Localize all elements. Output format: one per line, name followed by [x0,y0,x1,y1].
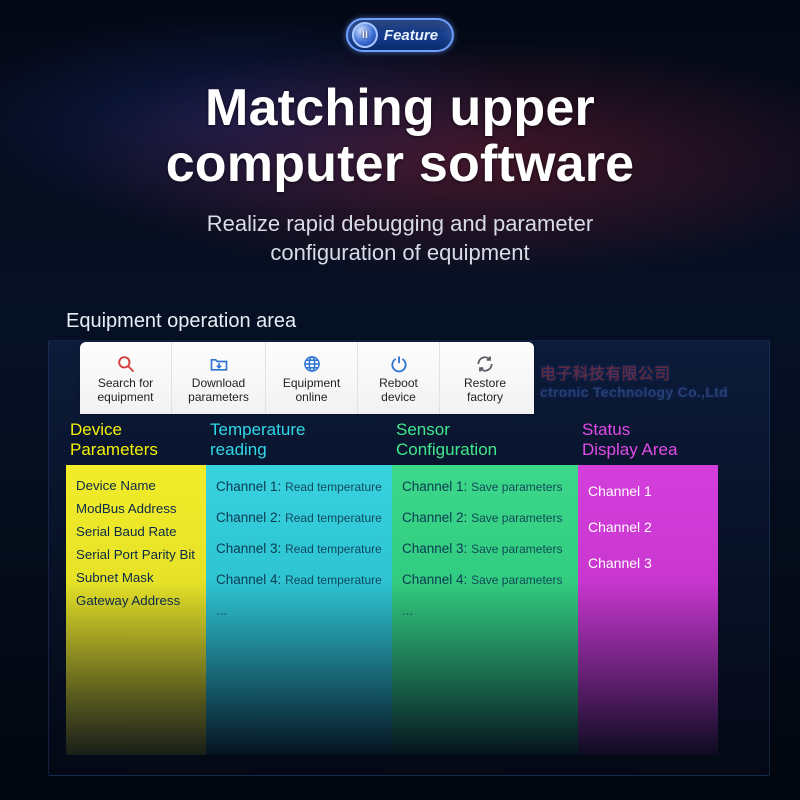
channel-row[interactable]: Channel 1: Save parameters [402,479,568,494]
status-display-panel: Channel 1 Channel 2 Channel 3 [578,465,718,755]
param-row[interactable]: Subnet Mask [76,570,196,585]
power-icon [388,353,410,375]
col-header-status-display: Status Display Area [578,418,718,468]
sensor-configuration-panel: Channel 1: Save parameters Channel 2: Sa… [392,465,578,755]
restore-factory-button[interactable]: Restore factory [440,342,530,414]
device-parameters-panel: Device Name ModBus Address Serial Baud R… [66,465,206,755]
col-header-sensor-configuration: Sensor Configuration [392,418,578,468]
channel-row[interactable]: Channel 2: Save parameters [402,510,568,525]
status-row[interactable]: Channel 3 [588,555,708,571]
temperature-reading-panel: Channel 1: Read temperature Channel 2: R… [206,465,392,755]
status-row[interactable]: Channel 1 [588,483,708,499]
param-row[interactable]: Serial Port Parity Bit [76,547,196,562]
search-icon [115,353,137,375]
param-row[interactable]: Gateway Address [76,593,196,608]
col-header-temperature-reading: Temperature reading [206,418,392,468]
channel-row[interactable]: Channel 4: Save parameters [402,572,568,587]
section-label: Equipment operation area [66,310,296,333]
param-row[interactable]: Serial Baud Rate [76,524,196,539]
channel-row[interactable]: Channel 1: Read temperature [216,479,382,494]
channel-row[interactable]: Channel 3: Read temperature [216,541,382,556]
toolbar-label: Download parameters [188,377,249,405]
folder-download-icon [208,353,230,375]
equipment-online-button[interactable]: Equipment online [266,342,358,414]
toolbar-label: Search for equipment [97,377,153,405]
feature-badge-icon: II [352,22,378,48]
channel-row[interactable]: Channel 3: Save parameters [402,541,568,556]
channel-row[interactable]: Channel 4: Read temperature [216,572,382,587]
feature-badge-label: Feature [384,27,438,44]
column-headers: Device Parameters Temperature reading Se… [66,418,755,468]
reboot-device-button[interactable]: Reboot device [358,342,440,414]
download-parameters-button[interactable]: Download parameters [172,342,266,414]
page-headline: Matching upper computer software [0,80,800,192]
col-header-device-parameters: Device Parameters [66,418,206,468]
search-equipment-button[interactable]: Search for equipment [80,342,172,414]
equipment-toolbar: Search for equipment Download parameters… [80,342,534,414]
refresh-icon [474,353,496,375]
channel-row[interactable]: Channel 2: Read temperature [216,510,382,525]
toolbar-label: Equipment online [283,377,340,405]
status-row[interactable]: Channel 2 [588,519,708,535]
globe-icon [301,353,323,375]
brand-watermark: 电子科技有限公司 ctronic Technology Co.,Ltd [540,360,728,400]
feature-badge: II Feature [346,18,454,52]
more-indicator: ... [216,603,382,618]
param-row[interactable]: Device Name [76,478,196,493]
toolbar-label: Reboot device [379,377,418,405]
page-subheadline: Realize rapid debugging and parameter co… [0,210,800,267]
param-row[interactable]: ModBus Address [76,501,196,516]
more-indicator: ... [402,603,568,618]
panels-row: Device Name ModBus Address Serial Baud R… [66,465,755,755]
toolbar-label: Restore factory [464,377,506,405]
